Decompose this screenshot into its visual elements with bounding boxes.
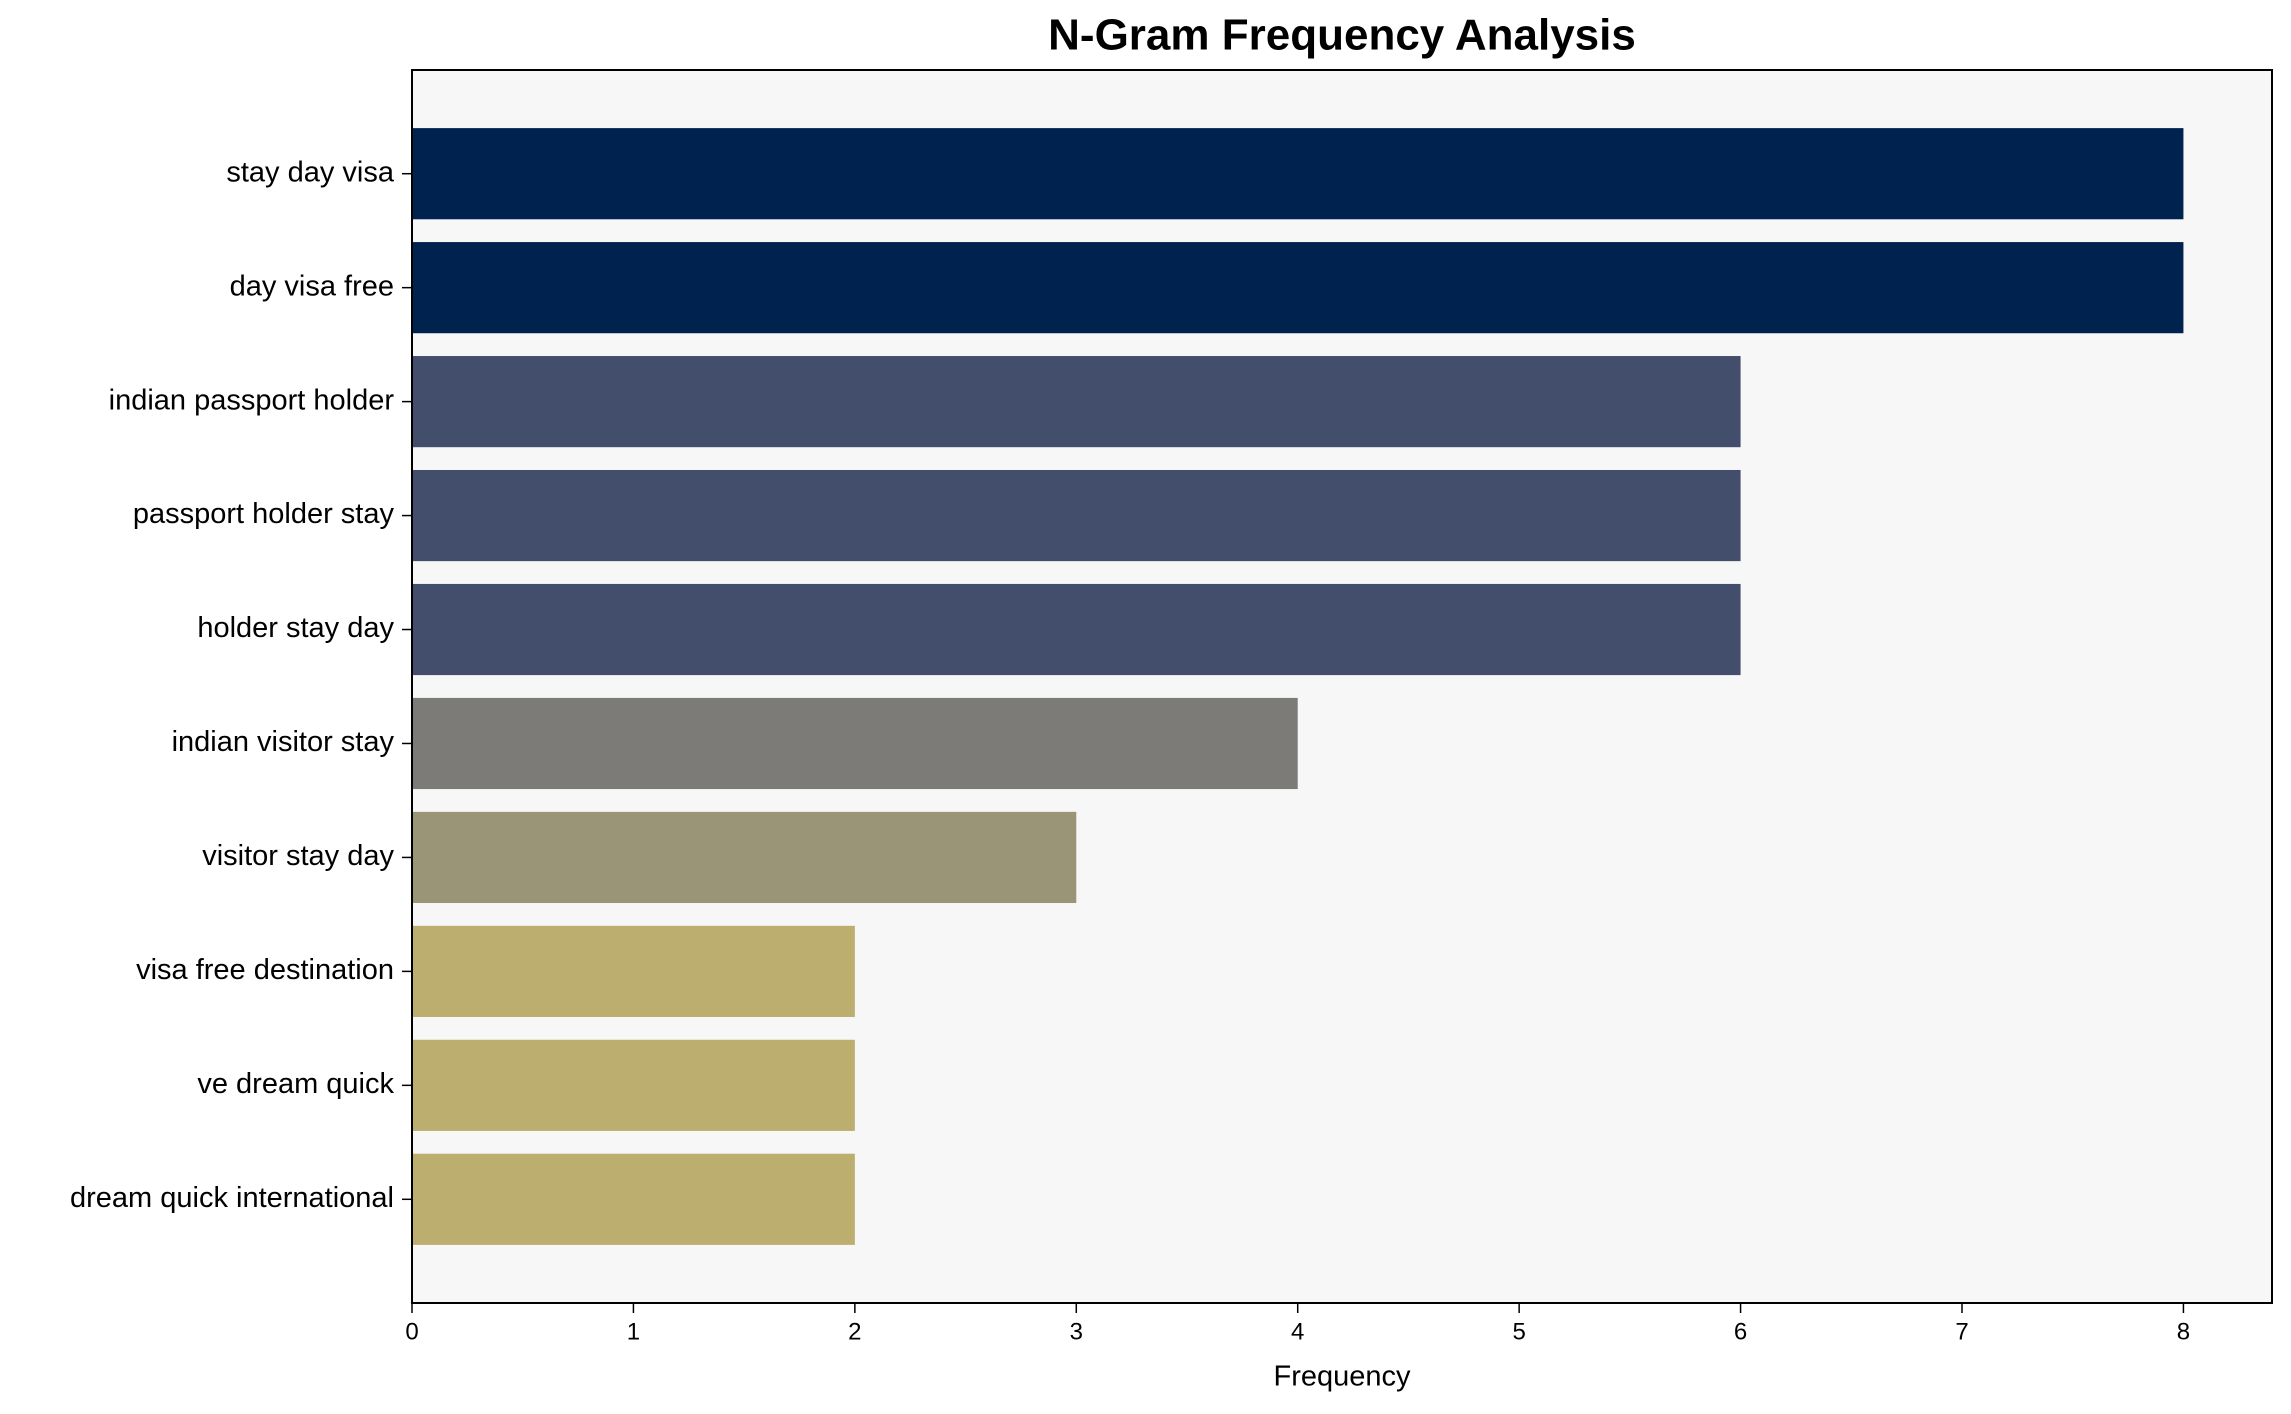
bar bbox=[412, 128, 2184, 220]
x-tick-label: 1 bbox=[627, 1318, 640, 1345]
x-tick-label: 4 bbox=[1291, 1318, 1304, 1345]
bar bbox=[412, 1153, 855, 1245]
y-tick-label: stay day visa bbox=[226, 156, 394, 188]
bar bbox=[412, 356, 1741, 448]
chart-title: N-Gram Frequency Analysis bbox=[1048, 11, 1636, 60]
bar bbox=[412, 811, 1077, 904]
y-tick-label: dream quick international bbox=[70, 1182, 394, 1214]
y-tick-label: holder stay day bbox=[197, 612, 394, 644]
x-axis-label: Frequency bbox=[1273, 1361, 1411, 1393]
y-tick-label: ve dream quick bbox=[197, 1068, 394, 1100]
y-tick-label: day visa free bbox=[230, 270, 394, 302]
y-tick-label: visa free destination bbox=[136, 954, 394, 986]
x-tick-label: 7 bbox=[1955, 1318, 1968, 1345]
x-tick-label: 2 bbox=[848, 1318, 861, 1345]
x-tick-label: 6 bbox=[1734, 1318, 1747, 1345]
bar bbox=[412, 583, 1741, 676]
y-tick-label: visitor stay day bbox=[202, 840, 394, 872]
x-tick-label: 3 bbox=[1070, 1318, 1083, 1345]
bar bbox=[412, 242, 2184, 334]
plot-frame bbox=[411, 69, 2273, 1304]
bar bbox=[412, 925, 855, 1017]
y-tick-label: indian visitor stay bbox=[172, 726, 395, 758]
bar bbox=[412, 469, 1741, 562]
y-tick-label: indian passport holder bbox=[109, 384, 395, 416]
x-tick-label: 0 bbox=[405, 1318, 418, 1345]
y-tick-label: passport holder stay bbox=[133, 498, 395, 530]
bar bbox=[412, 1039, 855, 1131]
x-tick-label: 5 bbox=[1512, 1318, 1525, 1345]
bar bbox=[412, 697, 1298, 790]
x-tick-label: 8 bbox=[2177, 1318, 2190, 1345]
